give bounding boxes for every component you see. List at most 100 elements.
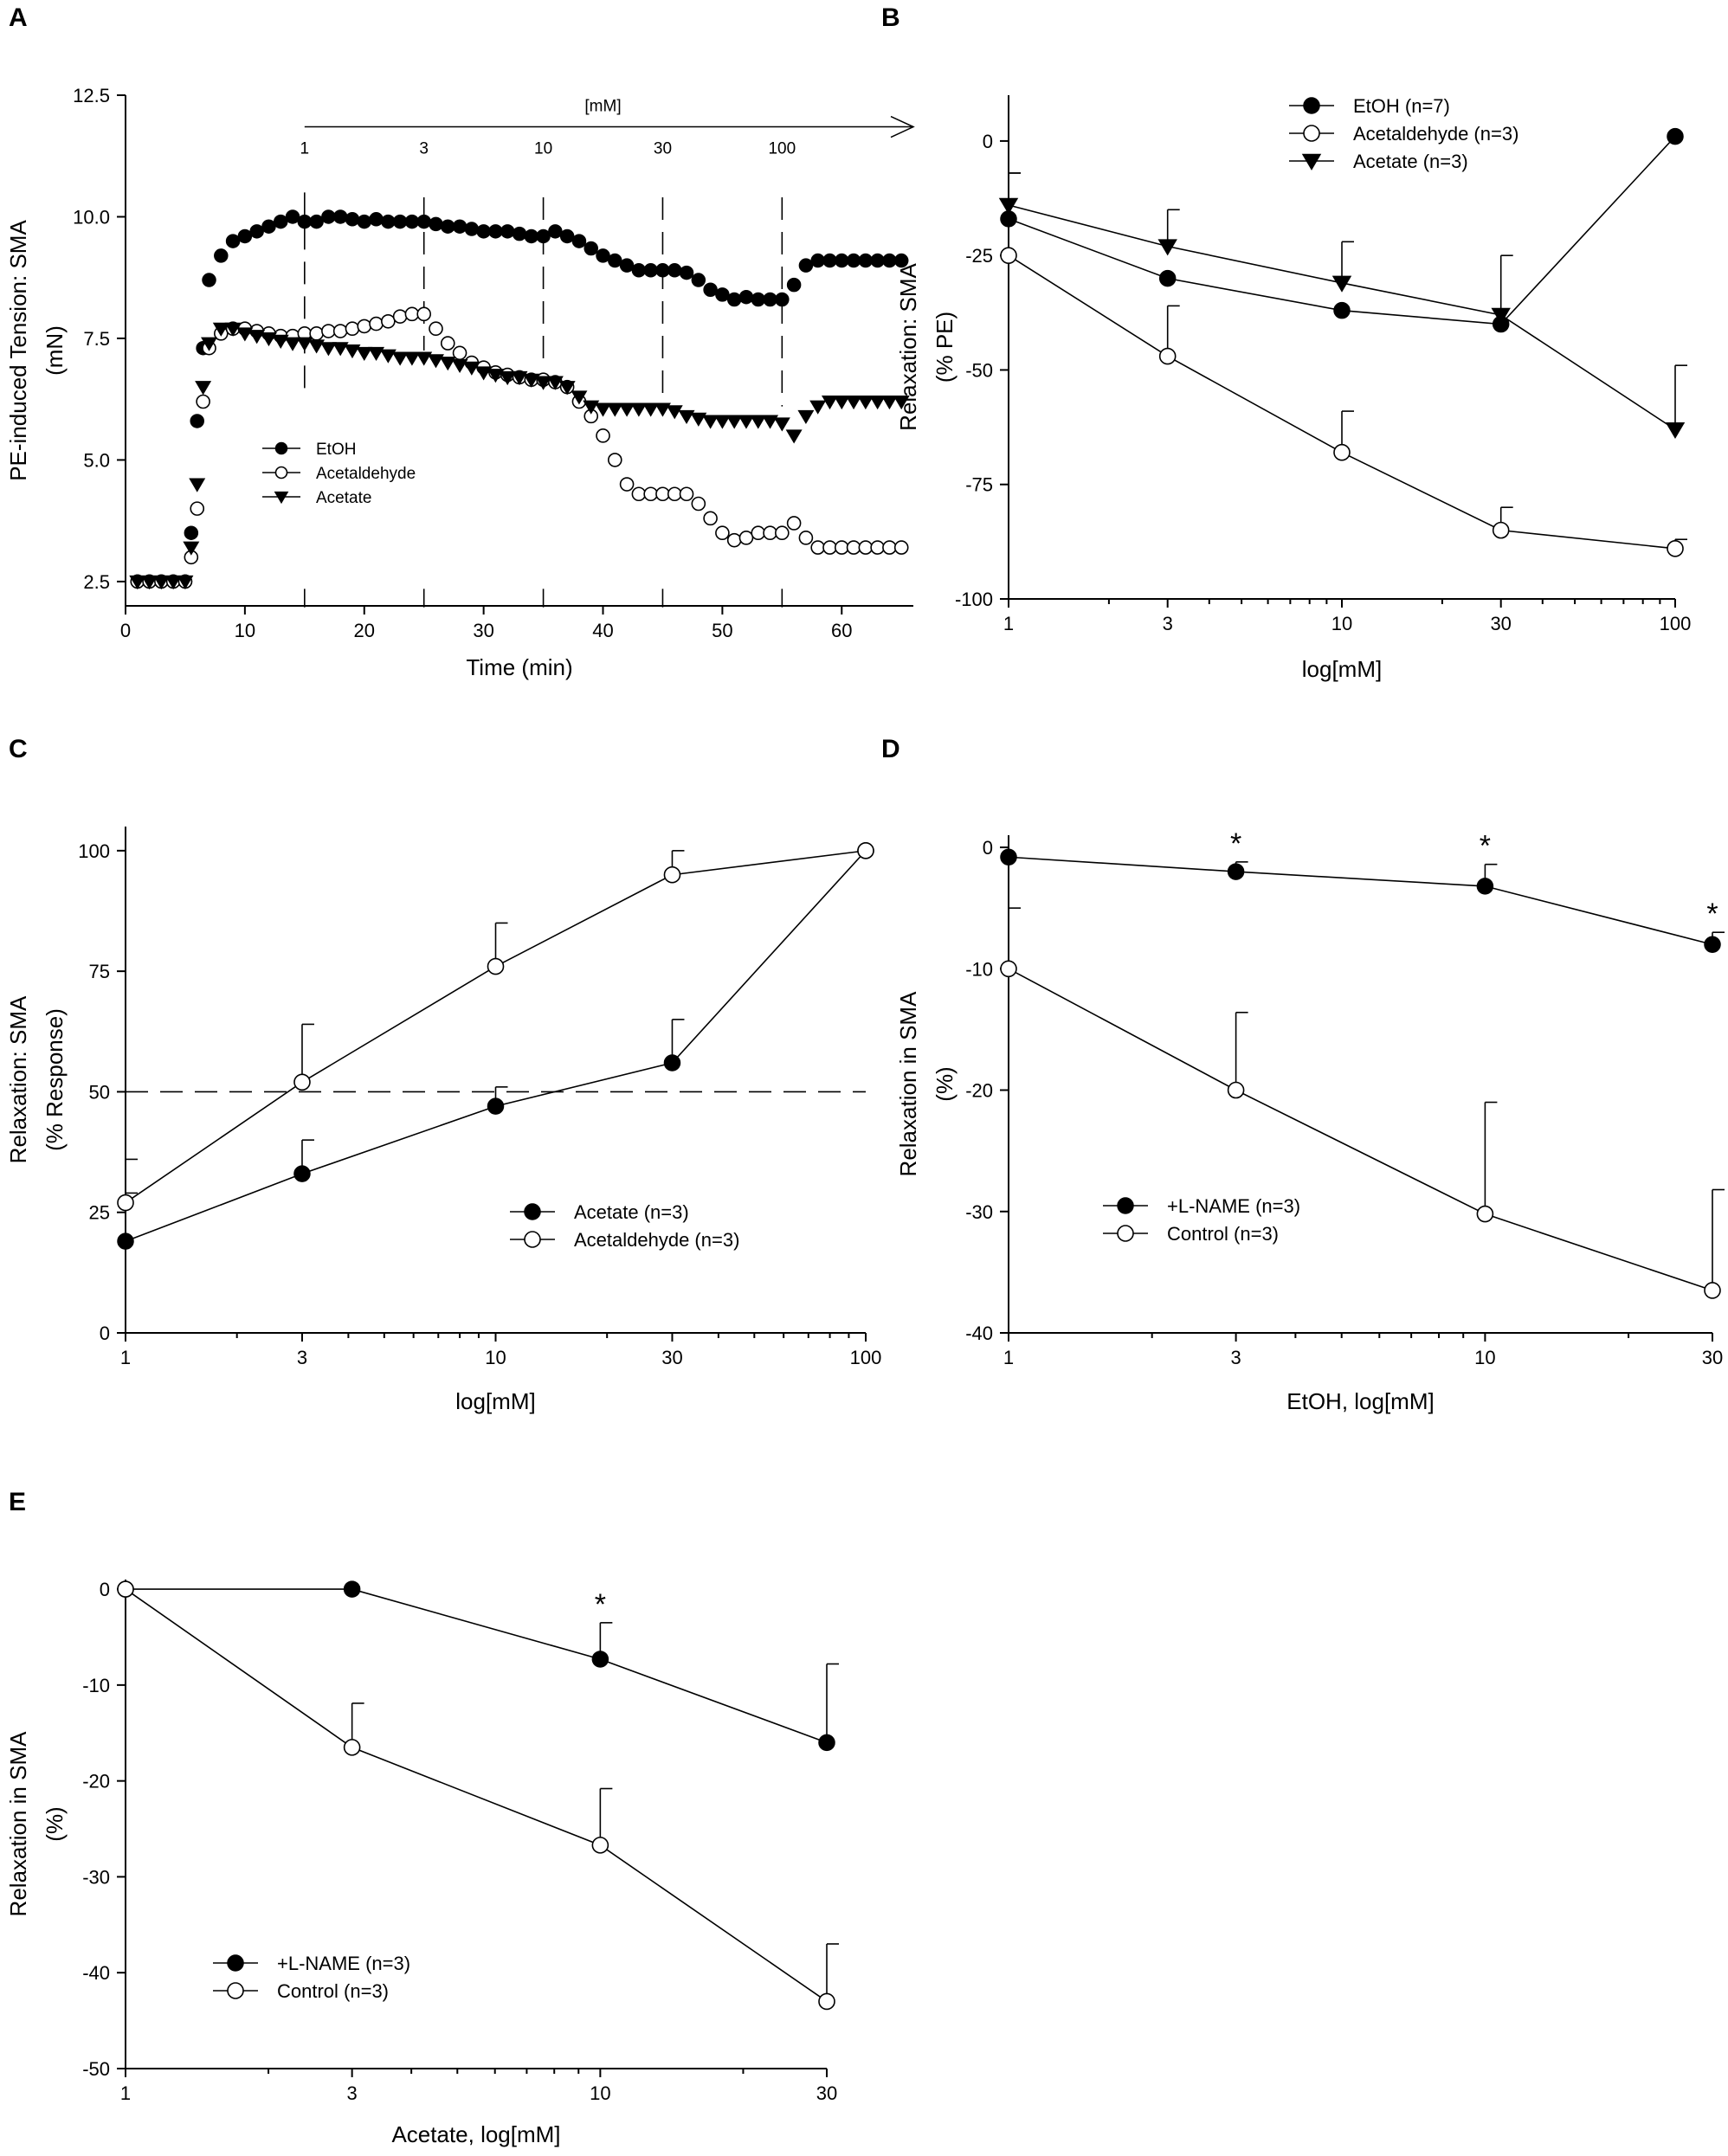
panel-D: 0 -10 -20 -30 -40 1 3 10 30 EtOH, log[mM] Relaxati… [881,735,1725,1414]
panel-A-acetate-point [571,390,588,405]
panel-A-acetaldehyde-point [703,511,718,526]
panel-C-ytick-label: 50 [89,1081,110,1103]
panel-A-acetaldehyde-point [798,531,814,545]
panel-B-data-point [1158,347,1177,365]
panel-A-etoh-point [870,253,885,268]
panel-D-ytick-label: -10 [965,958,993,980]
panel-C-xtick-label: 3 [297,1347,307,1368]
panel-A-acetate-point [857,396,874,410]
panel-A-acetate-point [630,402,648,417]
panel-D-ytick-label: 0 [983,837,993,859]
panel-A-acetate-point [189,478,206,492]
panel-D-letter: D [881,735,900,763]
panel-A-etoh-point [559,228,575,244]
panel-A-acetaldehyde-point [381,313,396,329]
panel-A-etoh-point [512,226,527,241]
panel-E-xtick-label: 3 [347,2082,358,2104]
panel-B: 0 -25 -50 -75 -100 1 3 10 30 100 log[mM] Relaxation… [881,3,1691,682]
panel-E: 0 -10 -20 -30 -40 -50 1 3 10 30 Acetate, log[mM] Re… [5,1488,839,2147]
panel-A-etoh-point [332,209,348,224]
panel-B-ytick-label: 0 [983,131,993,152]
panel-E-xtick-label: 1 [120,2082,131,2104]
panel-B-letter: B [881,3,900,32]
panel-D-data-point [1476,1205,1494,1223]
panel-B-series-1 [1000,247,1687,557]
panel-D-legend-marker [1117,1197,1134,1214]
panel-B-data-point [1491,307,1511,325]
panel-C-data-point [663,866,681,884]
panel-A-acetate-point [762,415,779,429]
panel-D-ylabel-line: Relaxation in SMA [895,991,921,1177]
panel-A-letter: A [9,3,28,32]
panel-A-ytick-label: 7.5 [83,328,110,350]
panel-A-acetaldehyde-point [196,394,210,409]
panel-E-ytick-label: -10 [82,1675,110,1696]
panel-A-etoh-point [726,292,742,307]
panel-A-etoh-point [763,292,777,307]
panel-D-significance-star: * [1480,830,1491,863]
panel-A-etoh-point [452,219,467,234]
panel-E-data-point [591,1651,609,1668]
panel-C-ytick-label: 25 [89,1202,110,1224]
panel-A-acetate-point [260,331,277,347]
panel-A-acetate-point [439,357,456,371]
panel-A-legend-label: Acetaldehyde [316,465,416,483]
panel-E-legend-label: +L-NAME (n=3) [277,1953,410,1974]
panel-A-acetate-point [809,400,827,415]
panel-A-acetate-point [606,402,623,417]
panel-A-etoh-point [798,258,814,273]
panel-E-xlabel: Acetate, log[mM] [391,2121,560,2147]
panel-A-acetate-point [319,342,337,357]
panel-A-ytick-label: 12.5 [73,85,110,106]
panel-A-etoh-point [858,253,874,268]
panel-A-acetate-point [129,575,146,590]
panel-E-xtick-label: 30 [816,2082,837,2104]
panel-A-etoh-point [810,253,825,268]
panel-C-xtick-label: 10 [485,1347,506,1368]
panel-D-series-1 [1000,907,1725,1299]
panel-C-data-point [293,1073,311,1091]
panel-C-data-point [117,1194,134,1212]
panel-A-acetate-point [427,354,444,369]
panel-A-acetaldehyde-point [369,316,384,331]
panel-C-series-1 [117,842,874,1212]
panel-A-legend-marker [274,441,288,455]
panel-A-etoh-point [273,214,288,229]
panel-D-xtick-label: 10 [1474,1347,1495,1368]
panel-D-legend-label: Control (n=3) [1167,1223,1279,1245]
panel-A-etoh-point [488,224,503,239]
panel-A-acetate-point [845,396,862,410]
panel-E-series-line [125,1588,828,2003]
panel-A-acetate-point [880,396,898,410]
panel-A-acetaldehyde-point [751,525,766,541]
panel-B-legend-label: EtOH (n=7) [1353,95,1450,117]
panel-A-acetate-point [738,415,755,429]
panel-E-data-point [117,1580,134,1598]
panel-A-acetate-point [403,351,421,366]
panel-E-data-point [343,1739,361,1756]
panel-A-etoh-point [751,292,766,307]
panel-A-etoh-point [369,212,384,227]
panel-A-acetate-point [666,405,683,420]
panel-A-acetate-point [499,370,516,386]
panel-A-etoh-point [357,214,372,229]
panel-A-acetaldehyde-point [667,486,682,502]
panel-A-etoh-point [524,228,539,244]
panel-A-legend-marker [274,466,288,479]
panel-A-xtick-label: 50 [712,620,732,641]
panel-C-xtick-label: 100 [850,1347,882,1368]
panel-C-series-0 [117,842,874,1250]
panel-A-xtick-label: 40 [592,620,613,641]
panel-A-ytick-label: 10.0 [73,206,110,228]
panel-A-acetaldehyde-point [846,540,861,555]
panel-A-legend-label: Acetate [316,489,371,507]
panel-A-acetate-point [344,344,361,359]
panel-A-conc-label: 10 [534,139,552,158]
panel-D-xtick-label: 3 [1230,1347,1241,1368]
panel-D-data-point [1476,878,1494,895]
panel-A-acetate-point [833,396,850,410]
panel-B-xtick-label: 100 [1660,613,1692,634]
panel-A-acetate-point [164,575,182,590]
panel-E-ytick-label: -20 [82,1771,110,1792]
panel-A-acetate-point [750,415,767,429]
